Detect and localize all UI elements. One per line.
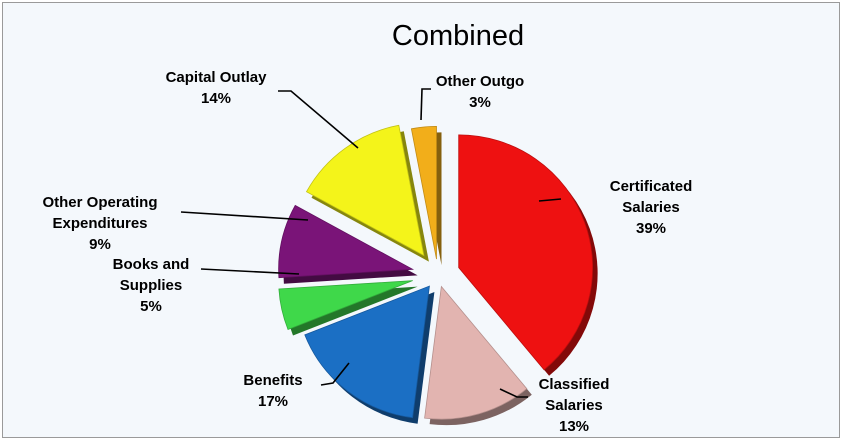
slice-value-label: 17% — [258, 393, 288, 410]
slice-label: Certificated Salaries 39% — [610, 178, 693, 237]
pie-slice — [305, 124, 425, 257]
slice-name-label: Expenditures — [52, 215, 147, 232]
pie-slice — [458, 134, 593, 371]
pie-slice — [278, 204, 415, 279]
slice-label: Other Operating Expenditures 9% — [42, 194, 157, 253]
slice-value-label: 39% — [636, 220, 666, 237]
slice-name-label: Capital Outlay — [166, 69, 268, 86]
pie-slice — [410, 125, 437, 260]
slice-name-label: Certificated — [610, 178, 693, 195]
slice-name-label: Salaries — [545, 397, 603, 414]
pie-slice — [424, 285, 528, 420]
leader-line — [180, 211, 309, 221]
pie-chart: Combined Certificated Salaries 39% Classifi… — [42, 20, 693, 435]
slice-name-label: Other Operating — [42, 194, 157, 211]
leader-line — [538, 198, 562, 202]
slice-label: Books and Supplies 5% — [113, 256, 190, 315]
slice-value-label: 13% — [559, 418, 589, 435]
slice-name-label: Salaries — [622, 199, 680, 216]
leader-line — [320, 362, 350, 386]
leader-line — [420, 88, 431, 121]
slice-value-label: 3% — [469, 94, 491, 111]
slice-label: Classified Salaries 13% — [539, 376, 610, 435]
leader-line — [200, 268, 300, 275]
slice-value-label: 14% — [201, 90, 231, 107]
slice-name-label: Benefits — [243, 372, 302, 389]
leader-line — [499, 388, 528, 398]
chart-title: Combined — [392, 20, 524, 52]
leader-line — [278, 90, 359, 149]
slice-name-label: Books and — [113, 256, 190, 273]
slice-label: Capital Outlay 14% — [166, 69, 268, 107]
slice-name-label: Classified — [539, 376, 610, 393]
slice-name-label: Other Outgo — [436, 73, 524, 90]
slice-label: Other Outgo 3% — [436, 73, 524, 111]
slice-value-label: 5% — [140, 298, 162, 315]
pie-slice — [278, 280, 413, 331]
slice-name-label: Supplies — [120, 277, 183, 294]
slice-label: Benefits 17% — [243, 372, 302, 410]
slice-value-label: 9% — [89, 236, 111, 253]
pie-slice — [304, 285, 430, 419]
